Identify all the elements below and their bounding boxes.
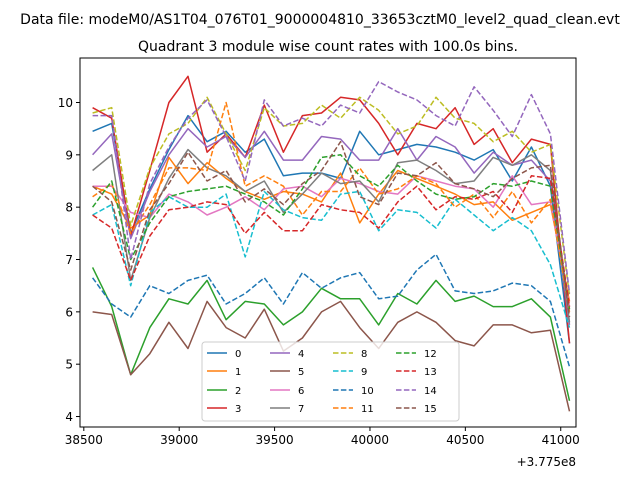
x-tick-label: 38500	[65, 433, 103, 447]
series-line-15	[92, 140, 571, 318]
series-line-13	[92, 175, 571, 307]
series-line-10	[91, 253, 571, 368]
legend-label-12: 12	[424, 349, 437, 360]
legend-label-11: 11	[361, 404, 374, 415]
figure-suptitle: Data file: modeM0/AS1T04_076T01_90000048…	[20, 12, 620, 28]
legend-box	[201, 341, 460, 422]
legend-label-3: 3	[235, 404, 241, 415]
series-line-0	[92, 114, 571, 344]
legend-label-2: 2	[235, 386, 241, 397]
axes-frame	[79, 57, 577, 428]
legend-label-13: 13	[424, 367, 437, 378]
legend-label-8: 8	[361, 349, 367, 360]
legend-label-14: 14	[424, 386, 437, 397]
x-tick-label: 40000	[351, 433, 389, 447]
legend-label-9: 9	[361, 367, 367, 378]
y-axis-ticks: 4 5 6 7 8 9 10	[58, 96, 80, 424]
x-tick-label: 39000	[160, 433, 198, 447]
legend-label-7: 7	[298, 404, 304, 415]
x-tick-label: 40500	[446, 433, 484, 447]
legend-label-0: 0	[235, 349, 241, 360]
legend-label-15: 15	[424, 404, 437, 415]
series-line-11	[92, 101, 571, 313]
series-line-2	[91, 267, 571, 401]
legend-label-10: 10	[361, 386, 374, 397]
legend-label-5: 5	[298, 367, 304, 378]
x-tick-label: 39500	[255, 433, 293, 447]
legend-label-1: 1	[235, 367, 241, 378]
series-line-4	[92, 127, 571, 325]
chart-title: Quadrant 3 module wise count rates with …	[138, 39, 518, 55]
legend-label-4: 4	[298, 349, 304, 360]
x-axis-ticks: 38500 39000 39500 40000 40500 41000	[65, 427, 580, 447]
y-tick-label: 7	[65, 253, 73, 267]
legend-label-6: 6	[298, 386, 304, 397]
x-axis-offset-label: +3.775e8	[517, 455, 576, 469]
y-tick-label: 10	[58, 96, 73, 110]
series-layer	[91, 75, 571, 412]
y-tick-label: 4	[65, 410, 73, 424]
series-line-8	[92, 96, 571, 297]
series-line-14	[92, 80, 571, 294]
x-tick-label: 41000	[542, 433, 580, 447]
series-line-7	[92, 148, 571, 323]
y-tick-label: 6	[65, 305, 73, 319]
y-tick-label: 8	[65, 201, 73, 215]
series-line-3	[92, 75, 571, 344]
series-line-5	[92, 300, 571, 412]
y-tick-label: 5	[65, 358, 73, 372]
y-tick-label: 9	[65, 148, 73, 162]
